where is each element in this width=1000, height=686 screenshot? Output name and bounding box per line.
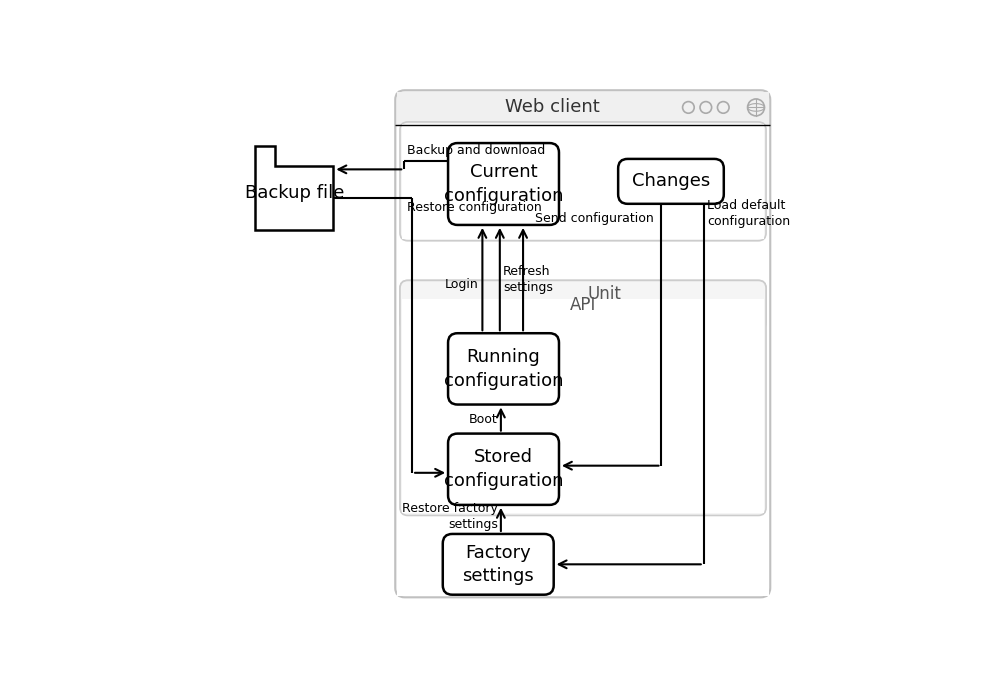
- Text: Restore factory
settings: Restore factory settings: [402, 502, 498, 531]
- Bar: [402, 299, 764, 513]
- Text: Restore configuration: Restore configuration: [407, 201, 542, 214]
- Text: Boot: Boot: [469, 412, 498, 425]
- Bar: [402, 124, 764, 239]
- FancyBboxPatch shape: [400, 281, 766, 331]
- FancyBboxPatch shape: [448, 333, 559, 405]
- Text: Factory
settings: Factory settings: [462, 543, 534, 585]
- Text: Current
configuration: Current configuration: [444, 163, 563, 205]
- Text: Backup file: Backup file: [245, 185, 344, 202]
- Text: Stored
configuration: Stored configuration: [444, 449, 563, 490]
- FancyBboxPatch shape: [395, 91, 770, 598]
- Text: Changes: Changes: [632, 172, 710, 190]
- Polygon shape: [255, 145, 333, 230]
- Text: API: API: [570, 296, 596, 314]
- Text: Refresh
settings: Refresh settings: [503, 265, 553, 294]
- Text: Backup and download: Backup and download: [407, 144, 546, 157]
- Text: Send configuration: Send configuration: [535, 212, 654, 225]
- FancyBboxPatch shape: [618, 159, 724, 204]
- FancyBboxPatch shape: [448, 143, 559, 225]
- FancyBboxPatch shape: [443, 534, 554, 595]
- Bar: [397, 125, 769, 595]
- FancyBboxPatch shape: [400, 122, 766, 241]
- FancyBboxPatch shape: [448, 434, 559, 505]
- Text: Load default
configuration: Load default configuration: [707, 198, 790, 228]
- Text: Web client: Web client: [505, 98, 600, 117]
- Bar: [397, 92, 769, 125]
- Text: Login: Login: [445, 278, 479, 291]
- Text: Running
configuration: Running configuration: [444, 348, 563, 390]
- FancyBboxPatch shape: [400, 281, 766, 515]
- Text: Unit: Unit: [587, 285, 621, 303]
